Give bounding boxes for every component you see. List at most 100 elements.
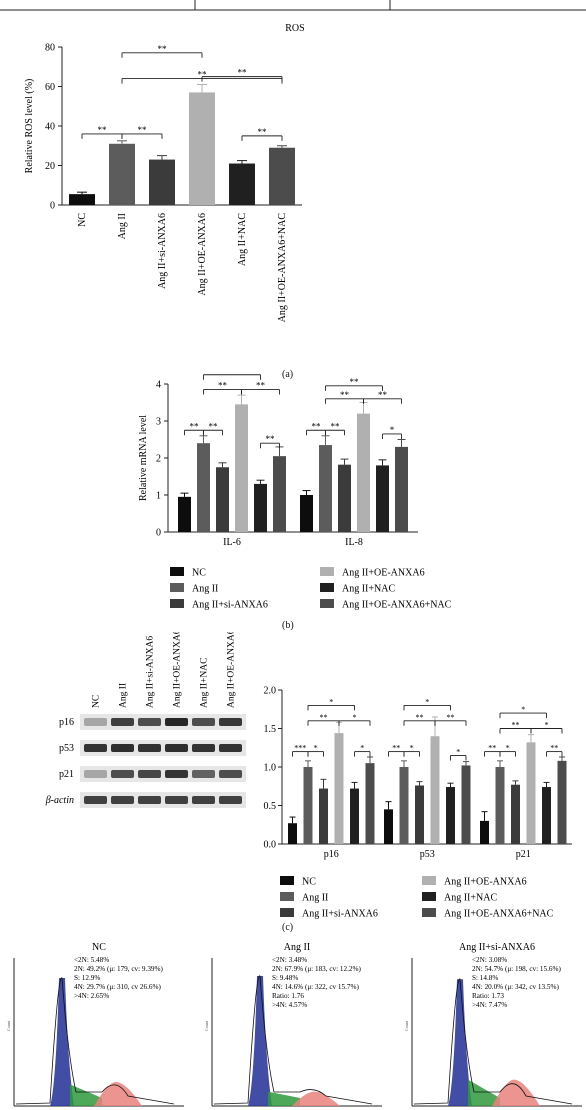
sig-label: **	[550, 744, 558, 753]
flow-s-region	[468, 1079, 500, 1106]
bar	[338, 464, 351, 532]
legend-swatch	[280, 892, 294, 901]
legend-swatch	[170, 567, 184, 576]
flow-stat-line: S: 12.9%	[74, 974, 100, 982]
blot-band	[219, 796, 242, 804]
sig-label: **	[392, 744, 400, 753]
sig-label: *	[545, 721, 549, 730]
flow-stat-line: 4N: 20.0% (μ: 342, cv 13.5%)	[472, 983, 560, 991]
sig-label: **	[138, 125, 148, 135]
flow-stat-line: >4N: 2.65%	[74, 992, 109, 1000]
sig-label: **	[488, 744, 496, 753]
legend-swatch	[170, 583, 184, 592]
bar	[178, 496, 191, 532]
blot-band	[165, 718, 188, 726]
sig-label: *	[360, 744, 364, 753]
y-tick-label: 0.0	[264, 840, 277, 851]
sig-label: **	[312, 421, 322, 431]
panel-label-b: (b)	[282, 620, 294, 631]
bar	[446, 787, 455, 844]
legend-swatch	[422, 908, 436, 917]
panel-label-c: (c)	[282, 922, 294, 933]
sig-label: *	[410, 744, 414, 753]
bar	[461, 765, 471, 844]
y-axis-label: Relative ROS level (%)	[24, 79, 35, 174]
legend-b: NC Ang II+OE-ANXA6 Ang II Ang II+NAC Ang II+…	[170, 563, 500, 613]
blot-band	[219, 718, 242, 726]
flow-y-label: Count	[204, 1020, 209, 1031]
bar	[334, 733, 344, 844]
flow-stat-line: Ratio: 1.73	[472, 992, 504, 1000]
x-tick-label: IL-6	[223, 537, 241, 548]
flow-stat-line: Ratio: 1.76	[272, 992, 304, 1000]
flow-stat-line: <2N: 5.48%	[74, 956, 109, 964]
bar	[319, 445, 332, 532]
y-tick-label: 0.5	[264, 801, 277, 812]
flow-y-label: Count	[404, 1020, 409, 1031]
blot-band	[111, 770, 134, 778]
bar	[350, 788, 359, 844]
legend-label: Ang II+NAC	[444, 893, 497, 904]
blot-band	[84, 744, 107, 752]
x-tick-label: Ang II+NAC	[237, 213, 248, 266]
flow-stat-line: 2N: 49.2% (μ: 179, cv: 9.39%)	[74, 965, 163, 973]
blot-row-label: p53	[59, 743, 74, 754]
bar	[303, 767, 313, 844]
legend-c: NC Ang II+OE-ANXA6 Ang II Ang II+NAC Ang II+…	[280, 872, 586, 924]
blot-band	[138, 770, 161, 778]
lane-label: Ang II	[119, 683, 129, 708]
bar	[319, 788, 328, 844]
legend-swatch	[320, 599, 334, 608]
sig-label: ***	[294, 744, 306, 753]
x-tick-label: NC	[77, 213, 88, 227]
flow-panel-title: Ang II+si-ANXA6	[459, 942, 535, 953]
blot-band	[192, 718, 215, 726]
sig-label: *	[456, 747, 460, 756]
x-tick-label: p16	[324, 849, 339, 860]
y-tick-label: 0	[50, 201, 55, 212]
bar	[395, 446, 408, 532]
bar	[197, 443, 210, 532]
sig-label: **	[447, 713, 455, 722]
x-tick-label: Ang II+OE-ANXA6	[197, 213, 208, 296]
legend-label: Ang II+si-ANXA6	[192, 600, 268, 611]
flow-g1-peak	[50, 978, 74, 1106]
bar	[300, 495, 313, 532]
flow-g1-peak	[448, 979, 472, 1106]
ros-bar-chart: 0 20 40 60 80 Relative ROS level (%) NC Ang II A…	[24, 43, 302, 322]
bar	[229, 163, 255, 205]
legend-b-svg: NC Ang II+OE-ANXA6 Ang II Ang II+NAC Ang II+…	[170, 567, 452, 611]
lane-label: Ang II+OE-ANXA6+NAC	[227, 632, 237, 708]
top-histogram-strip: ROS	[0, 0, 586, 34]
flow-s-region	[70, 1084, 102, 1106]
sig-label: *	[353, 713, 357, 722]
y-tick-label: 20	[45, 161, 55, 172]
flow-stat-line: <2N: 3.48%	[272, 956, 307, 964]
flow-outline	[413, 978, 573, 1105]
blot-band	[111, 718, 134, 726]
blot-row-label: p16	[59, 717, 74, 728]
flow-stat-line: S: 9.48%	[272, 974, 298, 982]
flow-panel-title: NC	[92, 942, 106, 953]
blot-row-label: β-actin	[45, 795, 74, 806]
flow-stat-line: S: 14.8%	[472, 974, 498, 982]
legend-label: Ang II	[192, 584, 218, 595]
flow-stat-line: 2N: 54.7% (μ: 198, cv: 15.6%)	[472, 965, 561, 973]
x-tick-label: IL-8	[345, 537, 363, 548]
sig-label: *	[314, 744, 318, 753]
flow-outline	[213, 975, 373, 1105]
blot-band	[111, 744, 134, 752]
y-tick-label: 2	[156, 454, 161, 465]
y-tick-label: 3	[156, 417, 161, 428]
flow-outline	[15, 977, 175, 1105]
western-blot: NC Ang II Ang II+si-ANXA6 Ang II+OE-ANXA6 An…	[45, 632, 246, 808]
bar	[109, 143, 135, 205]
top-axis-label: ROS	[285, 23, 304, 34]
blot-band	[192, 796, 215, 804]
blot-band	[138, 796, 161, 804]
legend-label: Ang II+si-ANXA6	[302, 909, 378, 920]
sig-label: **	[209, 421, 219, 431]
bar	[288, 823, 297, 844]
